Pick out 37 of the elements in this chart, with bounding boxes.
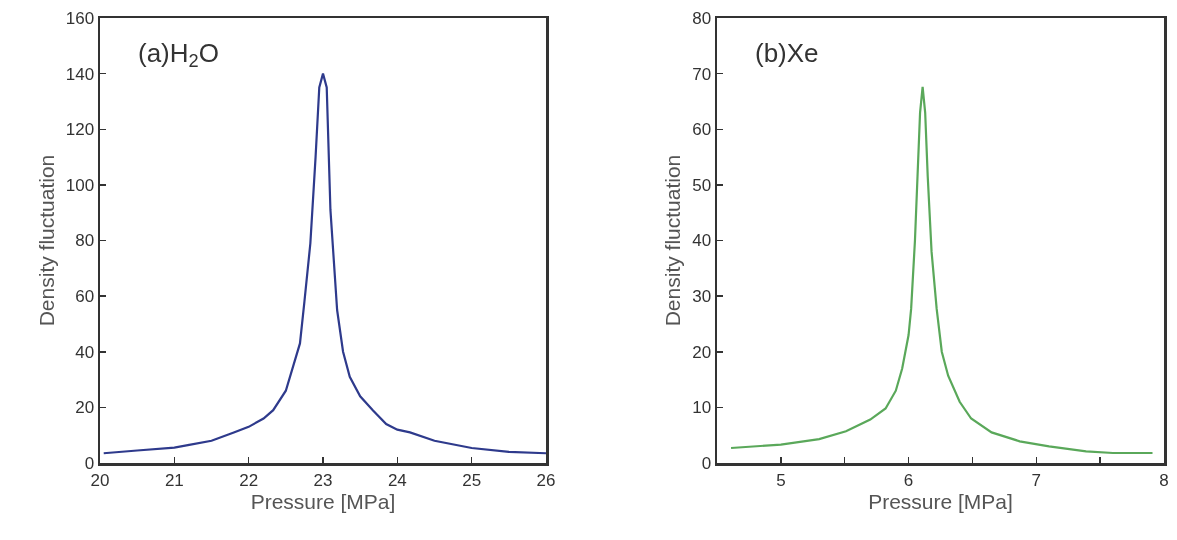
y-axis-title: Density fluctuation	[661, 154, 685, 327]
y-tick-label: 100	[65, 175, 95, 195]
y-tick-label: 160	[65, 8, 95, 28]
y-tick-label: 20	[692, 342, 712, 362]
y-tick-label: 40	[75, 342, 95, 362]
y-tick-label: 0	[701, 453, 712, 473]
x-tick-label: 6	[903, 470, 914, 490]
x-tick-label: 20	[90, 470, 110, 490]
x-tick-label: 23	[313, 470, 333, 490]
x-axis-title: Pressure [MPa]	[868, 490, 1013, 514]
y-axis-title: Density fluctuation	[34, 154, 58, 327]
y-tick-label: 60	[692, 120, 712, 140]
annotation: (b)Xe	[755, 38, 819, 68]
x-axis-title: Pressure [MPa]	[250, 490, 396, 514]
x-tick-label: 25	[462, 470, 482, 490]
y-tick-label: 10	[692, 398, 712, 418]
y-tick-label: 20	[75, 398, 95, 418]
y-tick-label: 120	[65, 120, 95, 140]
y-tick-label: 50	[692, 175, 712, 195]
x-tick-label: 24	[387, 470, 407, 490]
x-tick-label: 22	[239, 470, 259, 490]
y-tick-label: 0	[84, 453, 95, 473]
y-tick-label: 80	[692, 8, 712, 28]
y-tick-label: 80	[75, 231, 95, 251]
y-tick-label: 30	[692, 287, 712, 307]
line-series	[729, 85, 1154, 455]
annotation: (a)H$_{2}$O	[138, 38, 219, 72]
line-series	[102, 72, 546, 455]
x-tick-label: 7	[1031, 470, 1042, 490]
y-tick-label: 140	[65, 64, 95, 84]
x-tick-label: 21	[164, 470, 184, 490]
x-tick-label: 5	[776, 470, 786, 490]
y-tick-label: 60	[75, 287, 95, 307]
x-tick-label: 8	[1159, 470, 1169, 490]
x-tick-label: 26	[536, 470, 556, 490]
y-tick-label: 40	[692, 231, 712, 251]
y-tick-label: 70	[692, 64, 712, 84]
